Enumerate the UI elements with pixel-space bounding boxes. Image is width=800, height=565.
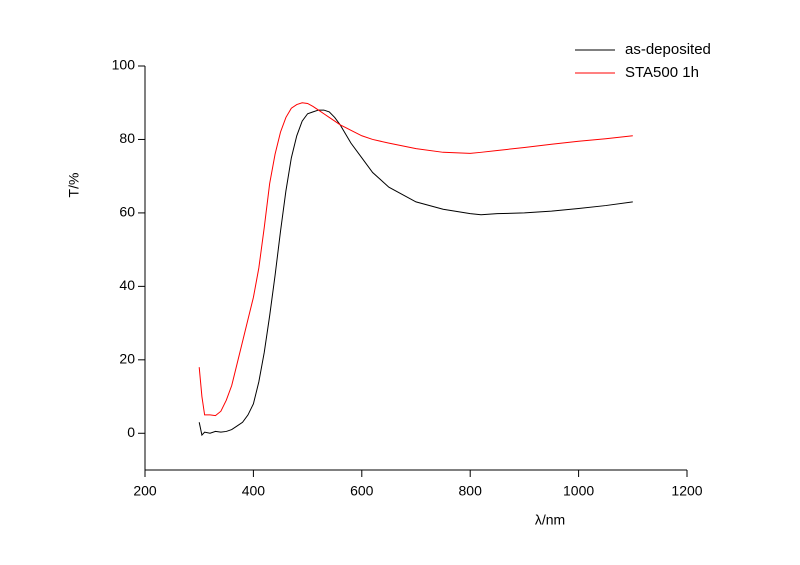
legend-label: STA500 1h	[625, 64, 699, 81]
x-tick-label: 600	[350, 483, 374, 499]
y-tick-label: 100	[112, 57, 136, 73]
data-line	[198, 102, 633, 417]
y-tick-label: 80	[119, 130, 135, 146]
x-axis-label: λ/nm	[535, 512, 565, 528]
data-line	[198, 109, 633, 437]
y-tick-label: 60	[119, 204, 135, 220]
legend-label: as-deposited	[625, 41, 711, 58]
x-tick-label: 400	[242, 483, 266, 499]
x-tick-label: 1200	[671, 483, 702, 499]
x-tick-label: 800	[459, 483, 483, 499]
y-tick-label: 40	[119, 277, 135, 293]
y-tick-label: 0	[127, 424, 135, 440]
y-axis-label: T/%	[66, 173, 82, 198]
y-tick-label: 20	[119, 351, 135, 367]
x-tick-label: 1000	[563, 483, 594, 499]
x-tick-label: 200	[133, 483, 157, 499]
